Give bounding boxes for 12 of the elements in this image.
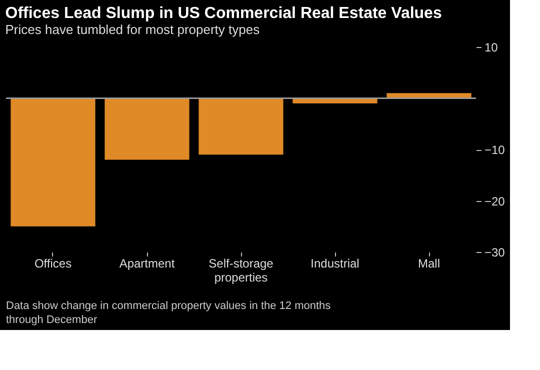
x-tick-label: Apartment: [119, 256, 176, 270]
y-tick-label: 10: [484, 40, 498, 54]
y-tick-label: −30: [484, 246, 506, 260]
x-tick-label: Self-storage properties: [208, 256, 274, 284]
x-tick-label: Offices: [34, 256, 72, 270]
chart-title: Offices Lead Slump in US Commercial Real Estate Values: [5, 5, 442, 22]
x-tick-label: Mall: [418, 256, 440, 270]
y-tick-label: −10: [484, 143, 506, 157]
x-tick-label: Industrial: [310, 256, 360, 270]
text: Data show change in commercial property values in the 12 months through December: [6, 300, 332, 326]
y-tick-label: −20: [484, 194, 506, 208]
chart-subtitle: Prices have tumbled for most property types: [5, 22, 260, 37]
